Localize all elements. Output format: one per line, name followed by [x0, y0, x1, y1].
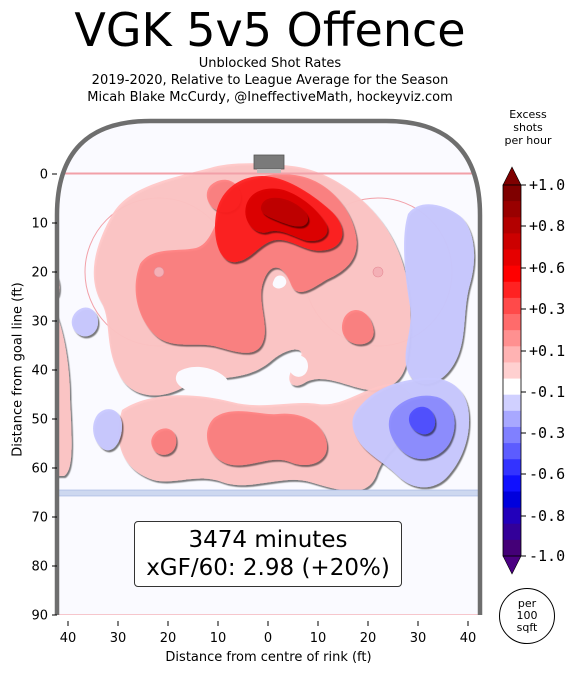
x-tick-label: 20 — [160, 631, 177, 646]
colorbar-swatch — [503, 249, 521, 267]
left-faceoff-dot — [153, 266, 165, 278]
y-axis: 0 10 20 30 40 50 60 70 80 90 — [31, 168, 57, 624]
x-axis: 40 30 20 10 0 10 20 30 40 — [60, 621, 477, 646]
unit-note-line1: per — [517, 597, 537, 610]
positive-contour-left-low — [151, 428, 177, 455]
colorbar-swatch — [503, 297, 521, 315]
colorbar-swatch — [503, 201, 521, 218]
colorbar-swatch — [503, 217, 521, 234]
y-tick-label: 20 — [31, 266, 48, 281]
heatmap-layer — [57, 163, 475, 492]
colorbar-title-line3: per hour — [504, 134, 552, 147]
colorbar-swatch — [503, 185, 521, 202]
stats-box: 3474 minutes xGF/60: 2.98 (+20%) — [134, 521, 402, 587]
colorbar-tick-label: -1.0 — [529, 547, 565, 565]
negative-contour-left-boards — [71, 307, 98, 337]
positive-contour-right-faceoff — [341, 310, 374, 345]
x-tick-label: 10 — [210, 631, 227, 646]
colorbar-tick-label: -0.3 — [529, 424, 565, 442]
colorbar-swatch — [503, 523, 521, 541]
negative-contour-left-low — [93, 409, 122, 451]
x-axis-label: Distance from centre of rink (ft) — [165, 650, 372, 665]
colorbar-swatch — [503, 507, 521, 525]
colorbar-tick-label: -0.8 — [529, 507, 565, 525]
positive-contour-left-edge — [57, 300, 72, 476]
colorbar-swatch — [503, 281, 521, 299]
chart-title: VGK 5v5 Offence — [74, 3, 466, 57]
colorbar-swatch — [503, 233, 521, 251]
x-tick-label: 30 — [410, 631, 427, 646]
colorbar-swatch — [503, 491, 521, 509]
negative-contour-right-point-core — [408, 406, 436, 435]
chart-author-credit: Micah Blake McCurdy, @IneffectiveMath, h… — [87, 90, 453, 105]
y-tick-label: 0 — [40, 168, 48, 183]
centre-line — [57, 614, 480, 615]
colorbar-tick-label: -0.1 — [529, 383, 565, 401]
goal-net — [253, 154, 285, 170]
y-tick-label: 50 — [31, 413, 48, 428]
colorbar-swatch — [503, 362, 521, 380]
neutral-hole-right — [289, 355, 308, 377]
colorbar-swatch — [503, 426, 521, 444]
colorbar-tick-label: +0.3 — [529, 300, 565, 318]
unit-note-line3: sqft — [516, 621, 538, 634]
colorbar-title-line1: Excess — [509, 108, 547, 121]
x-tick-label: 0 — [264, 631, 272, 646]
unit-note: per 100 sqft — [499, 588, 555, 644]
x-tick-label: 40 — [460, 631, 477, 646]
stats-minutes: 3474 minutes — [188, 527, 348, 553]
colorbar-tick-label: +1.0 — [529, 176, 565, 194]
chart-subtitle: Unblocked Shot Rates — [198, 56, 342, 71]
colorbar-swatch — [503, 265, 521, 283]
x-tick-label: 30 — [110, 631, 127, 646]
colorbar-swatch — [503, 443, 521, 460]
colorbar-tick-label: +0.6 — [529, 259, 565, 277]
positive-contour-point — [206, 411, 327, 466]
y-tick-label: 10 — [31, 217, 48, 232]
x-tick-label: 40 — [60, 631, 77, 646]
colorbar-swatch — [503, 330, 521, 347]
rink-boards — [54, 118, 483, 615]
y-tick-label: 30 — [31, 315, 48, 330]
y-tick-label: 90 — [31, 609, 48, 624]
unit-note-line2: 100 — [516, 609, 538, 622]
blue-line — [57, 489, 480, 497]
goal-crease — [257, 169, 281, 173]
colorbar-swatch — [503, 378, 521, 396]
x-tick-label: 10 — [310, 631, 327, 646]
y-tick-label: 60 — [31, 462, 48, 477]
colorbar-swatch — [503, 459, 521, 476]
colorbar-swatch — [503, 346, 521, 363]
neutral-hole-left — [175, 366, 228, 395]
colorbar-swatch — [503, 539, 521, 557]
y-axis-label: Distance from goal line (ft) — [10, 282, 26, 457]
colorbar-top-arrow — [502, 166, 522, 186]
colorbar-swatch — [503, 314, 521, 331]
colorbar-frame — [502, 184, 522, 557]
y-tick-label: 70 — [31, 511, 48, 526]
y-tick-label: 40 — [31, 364, 48, 379]
colorbar-swatch — [503, 475, 521, 492]
colorbar-title-line2: shots — [513, 121, 543, 134]
negative-contour-right-boards — [404, 204, 475, 384]
chart-season-note: 2019-2020, Relative to League Average fo… — [91, 73, 449, 88]
colorbar-tick-label: -0.6 — [529, 465, 565, 483]
colorbar: +1.0 +0.8 +0.6 +0.3 +0.1 -0.1 -0.3 -0.6 -0.8 -1.0 — [502, 166, 565, 575]
right-faceoff-dot — [372, 266, 384, 278]
colorbar-tick-label: +0.1 — [529, 342, 565, 360]
neutral-hole-slot — [272, 275, 287, 289]
colorbar-title: Excess shots per hour — [500, 108, 556, 147]
positive-contour-peak — [260, 197, 309, 227]
x-tick-label: 20 — [360, 631, 377, 646]
stats-xgf: xGF/60: 2.98 (+20%) — [146, 555, 390, 581]
colorbar-bottom-arrow — [502, 555, 522, 575]
y-tick-label: 80 — [31, 560, 48, 575]
colorbar-swatch — [503, 410, 521, 428]
colorbar-swatch — [503, 394, 521, 412]
colorbar-tick-label: +0.8 — [529, 217, 565, 235]
